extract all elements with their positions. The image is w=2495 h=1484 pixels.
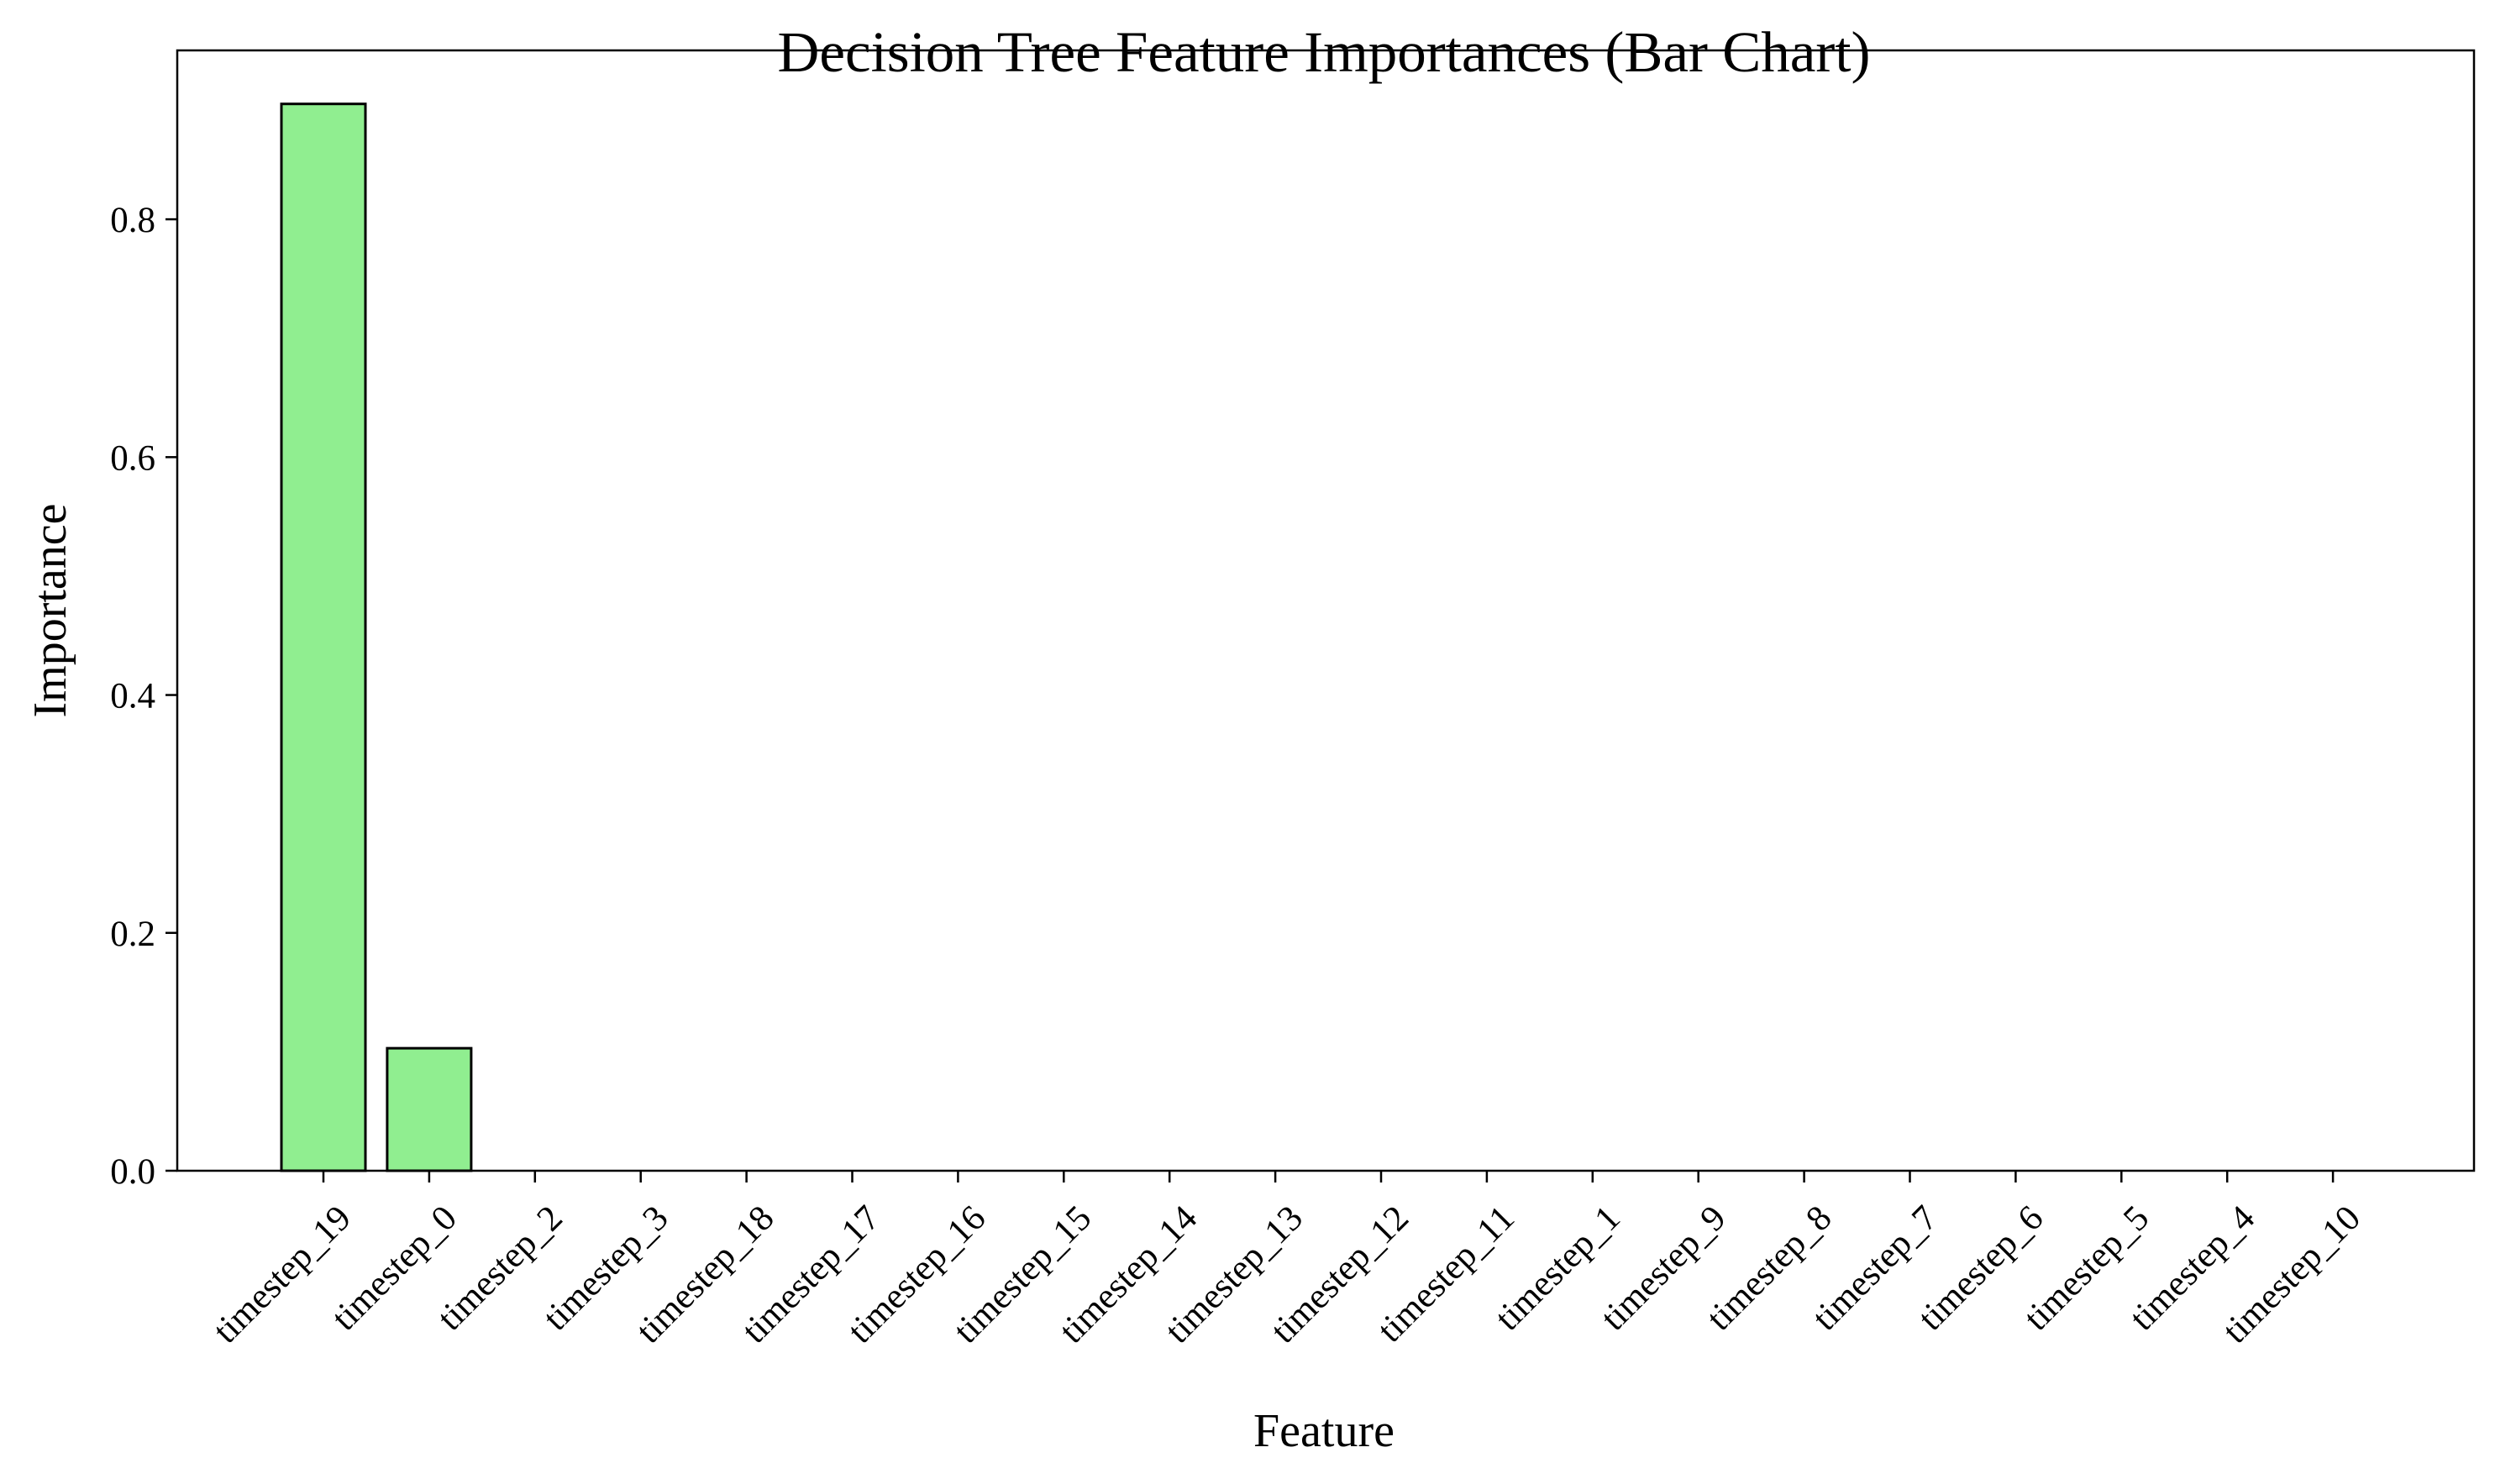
y-axis: 0.0 0.2 0.4 0.6 0.8 [110, 201, 177, 1192]
y-tick-label: 0.6 [110, 438, 155, 478]
x-axis-label: Feature [1253, 1405, 1395, 1457]
y-tick-label: 0.4 [110, 677, 155, 716]
plot-frame [176, 49, 2476, 1172]
x-axis: timestep_19timestep_0timestep_2timestep_… [206, 1171, 2368, 1351]
chart-title: Decision Tree Feature Importances (Bar C… [777, 20, 1870, 84]
bar-timestep-19 [280, 102, 367, 1172]
y-tick-label: 0.8 [110, 201, 155, 240]
y-tick-label: 0.2 [110, 915, 155, 954]
y-tick-label: 0.0 [110, 1152, 155, 1192]
bars-group [280, 102, 473, 1172]
x-tick-label: timestep_19 [206, 1198, 359, 1351]
bar-timestep-0 [386, 1046, 473, 1172]
y-axis-label: Importance [24, 504, 76, 718]
